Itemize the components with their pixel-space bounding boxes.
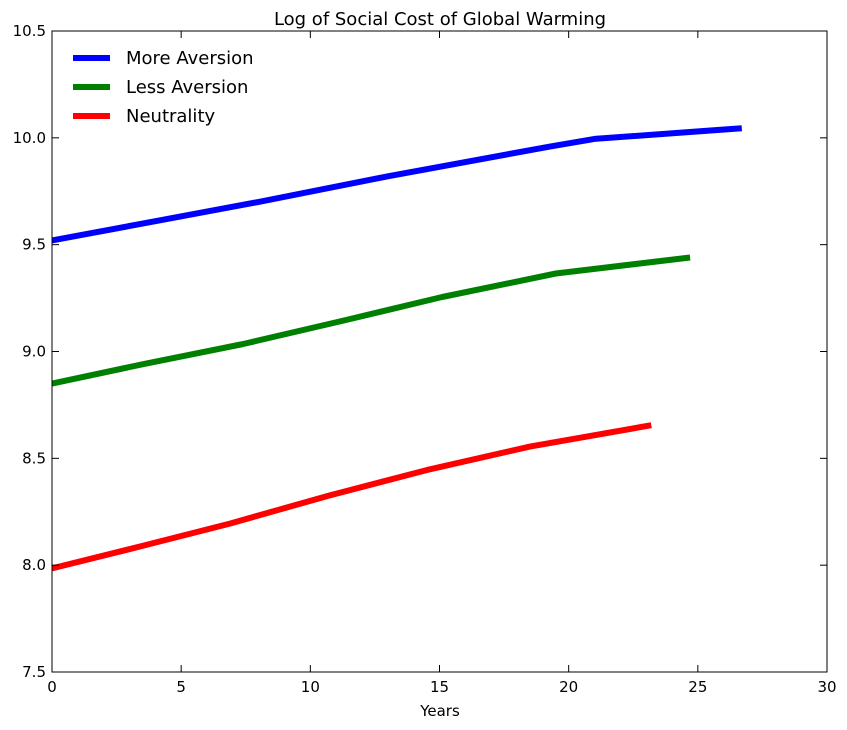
legend: More Aversion Less Aversion Neutrality bbox=[73, 48, 254, 127]
y-tick-label: 7.5 bbox=[22, 663, 46, 681]
x-tick-label: 5 bbox=[176, 678, 186, 696]
x-tick-label: 30 bbox=[817, 678, 836, 696]
series-line-more-aversion bbox=[51, 125, 743, 244]
y-tick-label: 10.0 bbox=[13, 129, 46, 147]
x-tick-label: 10 bbox=[301, 678, 320, 696]
series-line-neutrality bbox=[51, 422, 652, 572]
x-tick-label: 0 bbox=[47, 678, 57, 696]
chart-title: Log of Social Cost of Global Warming bbox=[274, 9, 606, 30]
x-tick-label: 25 bbox=[688, 678, 707, 696]
x-axis: 0 5 10 15 20 25 30 bbox=[47, 31, 837, 696]
y-tick-label: 8.0 bbox=[22, 556, 46, 574]
x-tick-label: 15 bbox=[430, 678, 449, 696]
series-line-less-aversion bbox=[51, 254, 691, 387]
y-tick-label: 10.5 bbox=[13, 22, 46, 40]
y-tick-label: 9.0 bbox=[22, 343, 46, 361]
legend-label-less-aversion: Less Aversion bbox=[126, 77, 248, 98]
y-axis: 7.5 8.0 8.5 9.0 9.5 10.0 10.5 bbox=[13, 22, 827, 681]
x-axis-label: Years bbox=[419, 702, 460, 720]
y-tick-label: 8.5 bbox=[22, 449, 46, 467]
legend-label-neutrality: Neutrality bbox=[126, 106, 215, 127]
x-tick-label: 20 bbox=[559, 678, 578, 696]
series-layer bbox=[51, 125, 743, 572]
y-tick-label: 9.5 bbox=[22, 236, 46, 254]
legend-label-more-aversion: More Aversion bbox=[126, 48, 254, 69]
